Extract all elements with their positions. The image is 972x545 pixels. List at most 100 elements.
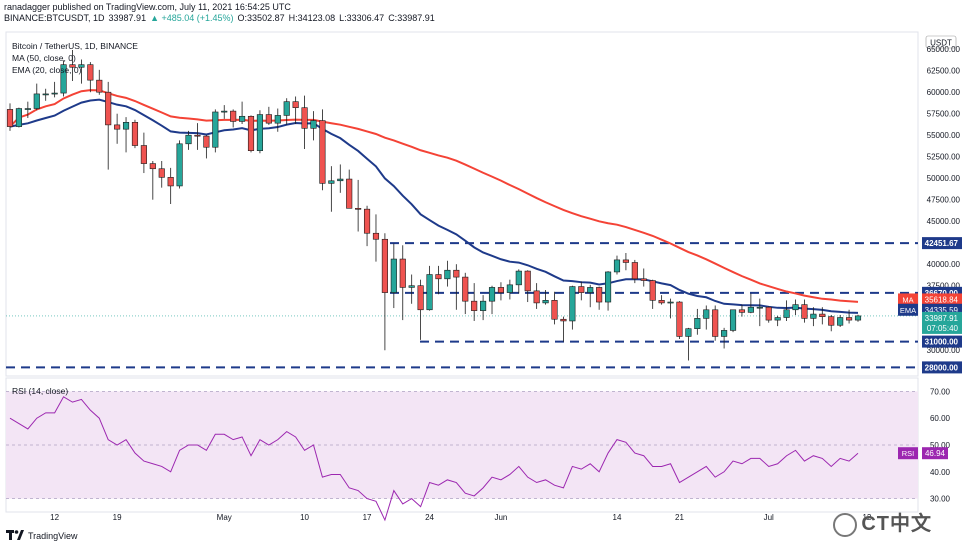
price-tags: 42451.67 36670.00 31000.00 28000.00 MA 35618.… <box>898 237 962 460</box>
candle-body <box>247 115 255 151</box>
symbol: BINANCE:BTCUSDT, 1D <box>4 13 105 23</box>
candle-body <box>506 284 513 293</box>
candle <box>729 309 737 333</box>
candle-body <box>96 79 103 93</box>
candle <box>203 135 210 159</box>
currency-text: USDT <box>930 39 952 48</box>
tag-28000-text: 28000.00 <box>925 363 959 372</box>
candle <box>551 291 558 325</box>
candle-body <box>230 110 237 122</box>
candle <box>524 270 531 303</box>
footer: TradingView <box>6 530 78 541</box>
date-tick-label: Jun <box>494 513 507 522</box>
candle <box>578 281 585 301</box>
candle <box>230 109 237 128</box>
candle-body <box>560 318 567 322</box>
tag-42451-text: 42451.67 <box>925 239 959 248</box>
rsi-tag-label-box <box>898 447 918 460</box>
candle <box>435 265 442 295</box>
price-tick-label: 47500.00 <box>927 196 961 205</box>
candle-body <box>408 285 415 288</box>
ema-legend[interactable]: EMA (20, close, 0) <box>12 65 82 75</box>
price-tick-label: 45000.00 <box>927 217 961 226</box>
candle <box>247 115 255 153</box>
candle-body <box>810 313 817 319</box>
rsi-tick-label: 60.00 <box>930 414 951 423</box>
candle <box>390 243 397 309</box>
candle-body <box>783 309 790 318</box>
candle-body <box>854 315 862 321</box>
candle <box>15 107 22 128</box>
candle-body <box>819 313 826 317</box>
candle-body <box>185 134 192 145</box>
candle-body <box>328 180 335 184</box>
candle <box>256 110 264 154</box>
candle-body <box>694 318 701 330</box>
tag-42451: 42451.67 <box>922 237 962 250</box>
candle <box>444 260 451 287</box>
ma-line <box>9 89 859 314</box>
date-tick-label: May <box>217 513 232 522</box>
price-tick-label: 65000.00 <box>927 45 961 54</box>
candle-body <box>310 120 317 129</box>
candle <box>158 161 165 188</box>
date-tick-label: 17 <box>363 513 372 522</box>
candle <box>42 88 49 101</box>
candle-body <box>524 270 531 292</box>
price-tick-label: 50000.00 <box>927 174 961 183</box>
candle-body <box>140 145 147 164</box>
candle <box>328 166 335 212</box>
ohlc-line: BINANCE:BTCUSDT, 1D 33987.91 ▲ +485.04 (… <box>4 13 435 24</box>
rsi-tick-label: 30.00 <box>930 495 951 504</box>
candle <box>69 50 76 82</box>
candle <box>24 101 31 118</box>
tag-31000: 31000.00 <box>922 335 962 348</box>
candle-body <box>613 259 621 273</box>
candle <box>488 285 496 315</box>
brand-name[interactable]: TradingView <box>28 530 78 541</box>
candle <box>676 301 683 340</box>
candle <box>747 293 754 314</box>
candle <box>587 284 594 308</box>
candle-body <box>292 101 299 108</box>
candle <box>703 305 710 330</box>
candle-body <box>390 258 397 293</box>
candle-body <box>122 122 130 130</box>
candle <box>381 233 388 351</box>
candle-body <box>381 238 388 293</box>
candle <box>658 295 665 305</box>
candle-body <box>765 306 772 321</box>
rsi-legend[interactable]: RSI (14, close) <box>12 386 69 396</box>
candle-body <box>274 115 281 124</box>
candle <box>149 161 156 200</box>
candle-body <box>774 317 781 321</box>
candle-body <box>51 92 58 95</box>
candle <box>462 272 469 315</box>
candle-body <box>87 64 94 81</box>
candle-body <box>640 278 647 281</box>
candle <box>96 69 103 95</box>
candle <box>319 109 326 191</box>
candle <box>292 96 299 125</box>
candle <box>274 108 281 132</box>
ma-legend[interactable]: MA (50, close, 0) <box>12 53 76 63</box>
candle-body <box>15 108 22 127</box>
candle-body <box>221 110 228 113</box>
tag-28000: 28000.00 <box>922 361 962 374</box>
watermark-icon <box>833 513 858 537</box>
candle-body <box>721 330 728 337</box>
candle-body <box>542 300 549 304</box>
candle-body <box>846 317 853 321</box>
candle <box>631 259 638 284</box>
last-price-box <box>922 311 962 334</box>
candle <box>426 265 433 311</box>
price-tick-label: 37500.00 <box>927 282 961 291</box>
candle <box>765 306 772 323</box>
chart-title[interactable]: Bitcoin / TetherUS, 1D, BINANCE <box>12 41 138 51</box>
chart-legend: Bitcoin / TetherUS, 1D, BINANCE MA (50, … <box>12 40 138 76</box>
candle <box>738 304 746 317</box>
candle-body <box>747 306 754 313</box>
